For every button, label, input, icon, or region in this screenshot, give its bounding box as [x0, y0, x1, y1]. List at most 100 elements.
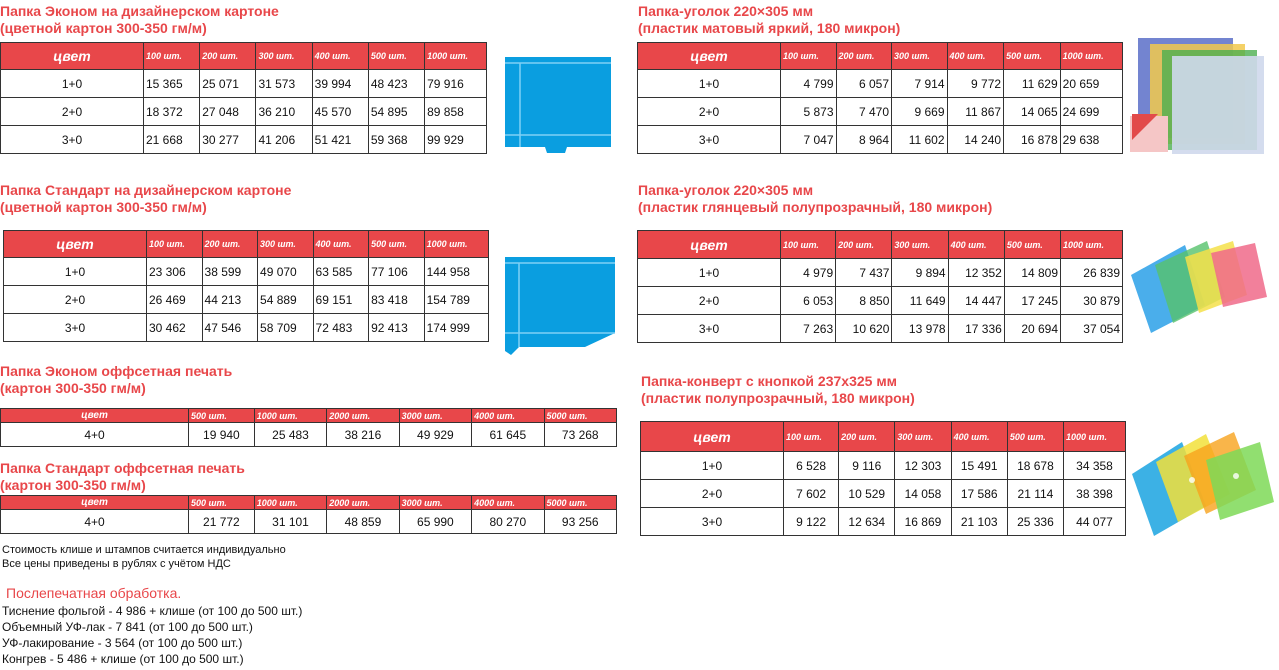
- table-row: 3+0 7 263 10 620 13 978 17 336 20 694 37…: [637, 314, 1123, 343]
- cell-price: 9 116: [838, 451, 896, 480]
- cell-color: 1+0: [3, 257, 147, 286]
- cell-price: 17 336: [947, 314, 1005, 343]
- header-qty: 400 шт.: [947, 230, 1005, 259]
- cell-price: 9 772: [946, 69, 1005, 98]
- header-qty: 100 шт.: [146, 230, 203, 258]
- header-qty: 1000 шт.: [1063, 421, 1126, 452]
- header-qty: 4000 шт.: [471, 408, 545, 423]
- ugolok-matte-image: [1130, 38, 1264, 154]
- cell-price: 14 065: [1003, 97, 1061, 126]
- folder-econom-image: [505, 57, 611, 153]
- header-qty: 500 шт.: [188, 495, 255, 510]
- header-color: цвет: [637, 42, 781, 70]
- cell-price: 144 958: [423, 257, 490, 286]
- cell-price: 20 659: [1059, 69, 1124, 98]
- cell-color: 2+0: [640, 479, 784, 508]
- cell-price: 20 694: [1003, 314, 1062, 343]
- header-qty: 2000 шт.: [326, 495, 400, 510]
- postprint-item: Объемный УФ-лак - 7 841 (от 100 до 500 ш…: [2, 620, 253, 634]
- table-row: 1+0 15 365 25 071 31 573 39 994 48 423 7…: [0, 69, 487, 98]
- header-qty: 1000 шт.: [1060, 230, 1123, 259]
- cell-price: 15 365: [142, 69, 201, 98]
- header-qty: 200 шт.: [201, 230, 259, 258]
- cell-price: 7 437: [835, 258, 893, 287]
- cell-price: 51 421: [311, 125, 369, 154]
- cell-price: 11 629: [1003, 69, 1061, 98]
- cell-price: 11 649: [891, 286, 949, 315]
- cell-price: 8 850: [835, 286, 893, 315]
- cell-price: 63 585: [312, 257, 370, 286]
- cell-price: 49 070: [257, 257, 314, 286]
- postprint-item: УФ-лакирование - 3 564 (от 100 до 500 шт…: [2, 636, 243, 650]
- cell-price: 6 053: [779, 286, 837, 315]
- price-table-econom-designer: цвет 100 шт. 200 шт. 300 шт. 400 шт. 500…: [0, 42, 487, 154]
- cell-price: 38 398: [1063, 479, 1126, 508]
- header-color: цвет: [0, 408, 189, 423]
- table-row: 2+0 26 469 44 213 54 889 69 151 83 418 1…: [3, 285, 490, 314]
- cell-price: 44 077: [1063, 507, 1126, 536]
- header-qty: 3000 шт.: [398, 408, 473, 423]
- postprint-title: Послепечатная обработка.: [6, 585, 182, 601]
- table-row: 2+0 18 372 27 048 36 210 45 570 54 895 8…: [0, 97, 487, 126]
- cell-price: 31 573: [255, 69, 313, 98]
- header-qty: 300 шт.: [255, 42, 313, 70]
- cell-price: 48 423: [367, 69, 426, 98]
- header-qty: 300 шт.: [891, 42, 948, 70]
- cell-price: 26 839: [1060, 258, 1123, 287]
- cell-color: 3+0: [640, 507, 784, 536]
- ugolok-gloss-image: [1131, 241, 1267, 333]
- cell-price: 21 114: [1006, 479, 1065, 508]
- table-row: 3+0 21 668 30 277 41 206 51 421 59 368 9…: [0, 125, 487, 154]
- cell-price: 47 546: [201, 313, 259, 342]
- cell-price: 41 206: [255, 125, 313, 154]
- table-row: 1+0 23 306 38 599 49 070 63 585 77 106 1…: [3, 257, 490, 286]
- section-ugolok-gloss: Папка-уголок 220×305 мм (пластик глянцев…: [638, 182, 992, 216]
- cell-price: 18 372: [142, 97, 201, 126]
- cell-price: 30 462: [146, 313, 203, 342]
- cell-color: 1+0: [637, 69, 781, 98]
- header-qty: 5000 шт.: [543, 408, 618, 423]
- cell-price: 38 216: [326, 422, 400, 447]
- cell-price: 7 263: [779, 314, 837, 343]
- cell-price: 7 602: [782, 479, 840, 508]
- cell-color: 2+0: [3, 285, 147, 314]
- header-qty: 300 шт.: [257, 230, 314, 258]
- cell-price: 39 994: [311, 69, 369, 98]
- header-qty: 500 шт.: [367, 42, 426, 70]
- cell-price: 7 470: [835, 97, 892, 126]
- cell-price: 11 602: [891, 125, 948, 154]
- cell-price: 8 964: [835, 125, 892, 154]
- note-line: Все цены приведены в рублях с учётом НДС: [2, 558, 231, 570]
- cell-price: 13 978: [891, 314, 949, 343]
- cell-price: 29 638: [1059, 125, 1124, 154]
- section-title: Папка Стандарт на дизайнерском картоне (…: [0, 182, 292, 215]
- cell-price: 154 789: [423, 285, 490, 314]
- header-qty: 1000 шт.: [1059, 42, 1124, 70]
- cell-price: 12 303: [894, 451, 952, 480]
- table-row: 4+0 19 940 25 483 38 216 49 929 61 645 7…: [0, 422, 618, 447]
- cell-price: 83 418: [368, 285, 425, 314]
- cell-price: 24 699: [1059, 97, 1124, 126]
- header-color: цвет: [0, 42, 144, 70]
- cell-price: 14 058: [894, 479, 952, 508]
- cell-price: 58 709: [257, 313, 314, 342]
- section-econom-offset: Папка Эконом оффсетная печать (картон 30…: [0, 363, 232, 397]
- cell-price: 9 122: [782, 507, 840, 536]
- table-row: 3+0 9 122 12 634 16 869 21 103 25 336 44…: [640, 507, 1126, 536]
- cell-price: 34 358: [1063, 451, 1126, 480]
- cell-price: 21 772: [188, 509, 255, 534]
- header-qty: 4000 шт.: [471, 495, 545, 510]
- cell-price: 27 048: [199, 97, 257, 126]
- cell-price: 61 645: [471, 422, 545, 447]
- cell-price: 25 483: [253, 422, 328, 447]
- header-qty: 2000 шт.: [326, 408, 400, 423]
- konvert-image: [1132, 432, 1274, 536]
- section-ugolok-matte: Папка-уголок 220×305 мм (пластик матовый…: [638, 3, 900, 37]
- header-qty: 500 шт.: [1006, 421, 1065, 452]
- table-row: 2+0 6 053 8 850 11 649 14 447 17 245 30 …: [637, 286, 1123, 315]
- header-qty: 500 шт.: [1003, 42, 1061, 70]
- cell-price: 17 586: [950, 479, 1008, 508]
- header-qty: 400 шт.: [312, 230, 370, 258]
- cell-price: 4 799: [780, 69, 837, 98]
- cell-price: 21 103: [950, 507, 1008, 536]
